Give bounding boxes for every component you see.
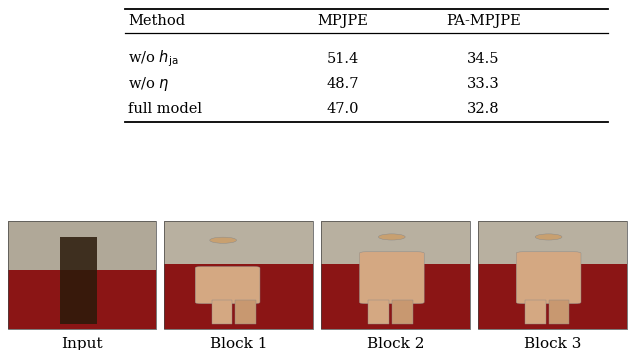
Bar (235, 300, 256, 324)
Bar (321, 220, 470, 329)
Text: 48.7: 48.7 (326, 77, 358, 91)
Text: full model: full model (128, 102, 202, 116)
Text: Block 2: Block 2 (367, 337, 424, 350)
Bar (478, 220, 627, 329)
Bar (369, 300, 389, 324)
Text: PA-MPJPE: PA-MPJPE (446, 14, 520, 28)
Bar (321, 264, 470, 329)
Bar (8, 220, 156, 329)
Bar (478, 264, 627, 329)
Text: 47.0: 47.0 (326, 102, 358, 116)
Text: Input: Input (61, 337, 103, 350)
Text: w/o $\eta$: w/o $\eta$ (128, 75, 170, 93)
Text: Block 1: Block 1 (210, 337, 268, 350)
Text: Method: Method (128, 14, 185, 28)
Text: MPJPE: MPJPE (317, 14, 368, 28)
Text: 51.4: 51.4 (326, 52, 358, 66)
FancyBboxPatch shape (195, 266, 260, 304)
Bar (321, 220, 470, 264)
Bar (60, 237, 97, 324)
Bar (8, 270, 156, 329)
Bar (392, 300, 413, 324)
Text: Block 3: Block 3 (524, 337, 581, 350)
Text: 34.5: 34.5 (467, 52, 499, 66)
Bar (164, 220, 313, 264)
FancyBboxPatch shape (360, 252, 424, 304)
Text: 33.3: 33.3 (467, 77, 500, 91)
Bar (212, 300, 232, 324)
Bar (164, 264, 313, 329)
Circle shape (378, 234, 405, 240)
Bar (8, 220, 156, 270)
Bar (478, 220, 627, 264)
Bar (164, 220, 313, 329)
FancyBboxPatch shape (516, 252, 581, 304)
Circle shape (535, 234, 562, 240)
Bar (525, 300, 546, 324)
Text: 32.8: 32.8 (467, 102, 499, 116)
Bar (548, 300, 570, 324)
Circle shape (210, 237, 237, 243)
Text: w/o $h_{\mathrm{ja}}$: w/o $h_{\mathrm{ja}}$ (128, 49, 179, 69)
